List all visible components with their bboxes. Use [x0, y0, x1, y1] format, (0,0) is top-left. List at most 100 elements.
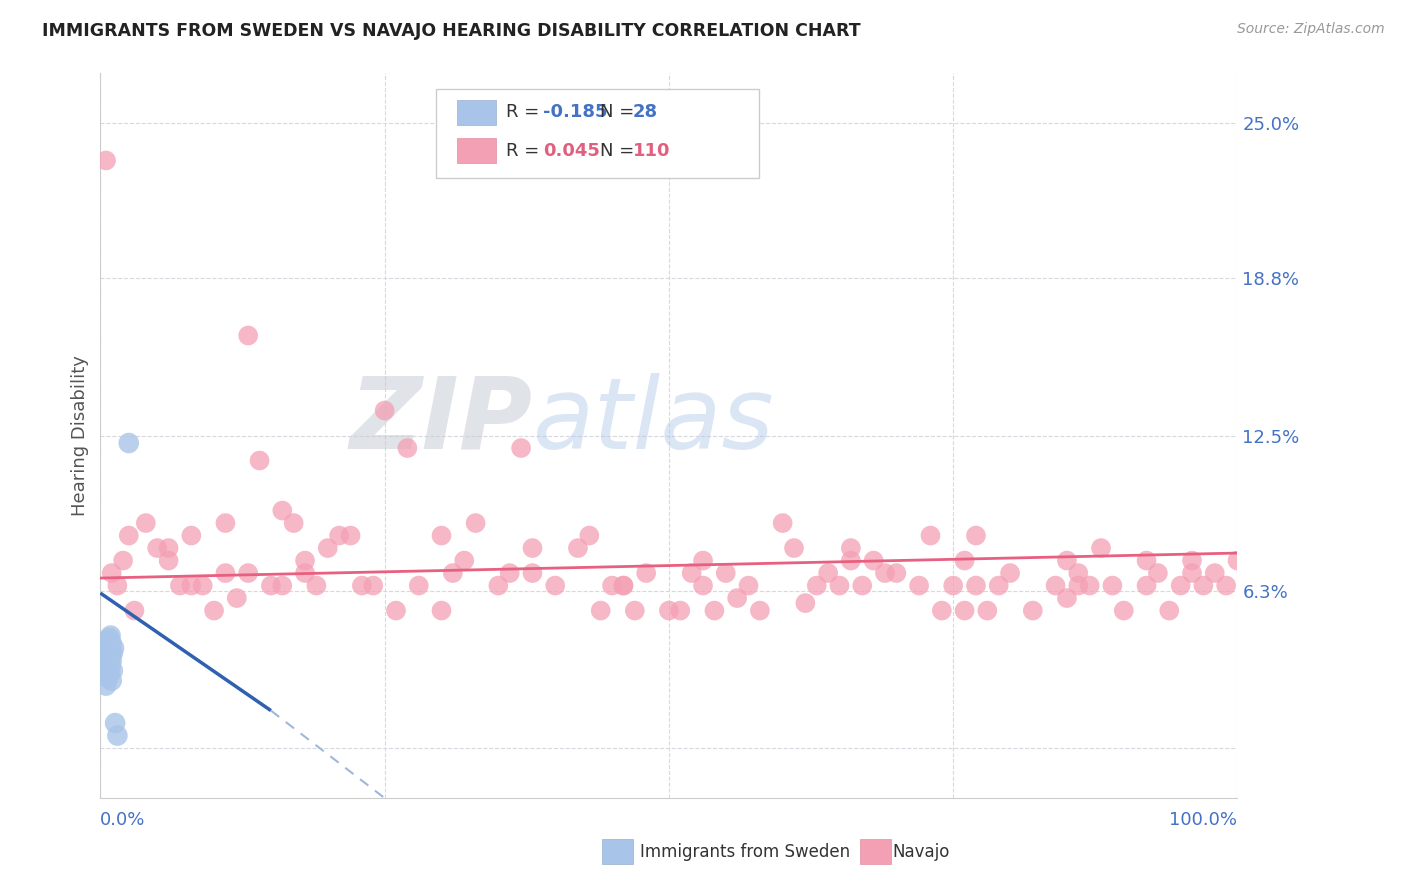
Immigrants from Sweden — [97, 661, 120, 675]
Navajo — [283, 516, 305, 530]
Text: IMMIGRANTS FROM SWEDEN VS NAVAJO HEARING DISABILITY CORRELATION CHART: IMMIGRANTS FROM SWEDEN VS NAVAJO HEARING… — [42, 22, 860, 40]
Immigrants from Sweden — [96, 633, 118, 648]
Navajo — [294, 553, 316, 567]
Navajo — [396, 441, 419, 455]
Immigrants from Sweden — [93, 636, 115, 650]
Navajo — [249, 453, 271, 467]
Navajo — [873, 566, 896, 580]
Navajo — [772, 516, 794, 530]
Navajo — [1022, 603, 1045, 617]
Text: 110: 110 — [633, 142, 671, 160]
Navajo — [1204, 566, 1226, 580]
Navajo — [1056, 553, 1078, 567]
Navajo — [612, 578, 634, 592]
Navajo — [965, 528, 987, 542]
Navajo — [1090, 541, 1112, 555]
Navajo — [1147, 566, 1170, 580]
Navajo — [544, 578, 567, 592]
Text: N =: N = — [600, 142, 640, 160]
Immigrants from Sweden — [100, 654, 122, 668]
Immigrants from Sweden — [107, 729, 129, 743]
Navajo — [271, 503, 294, 517]
Navajo — [238, 566, 260, 580]
Navajo — [953, 553, 976, 567]
Y-axis label: Hearing Disability: Hearing Disability — [72, 355, 89, 516]
Immigrants from Sweden — [100, 629, 122, 643]
Navajo — [567, 541, 589, 555]
Navajo — [1135, 553, 1157, 567]
Navajo — [1078, 578, 1101, 592]
Immigrants from Sweden — [93, 654, 115, 668]
Navajo — [94, 153, 117, 168]
Navajo — [953, 603, 976, 617]
Navajo — [1112, 603, 1135, 617]
Text: R =: R = — [506, 142, 546, 160]
Immigrants from Sweden — [98, 666, 121, 681]
Navajo — [1056, 591, 1078, 605]
Navajo — [499, 566, 522, 580]
Immigrants from Sweden — [96, 651, 118, 665]
Immigrants from Sweden — [100, 646, 122, 660]
Navajo — [180, 578, 202, 592]
Navajo — [441, 566, 464, 580]
Navajo — [839, 541, 862, 555]
Navajo — [328, 528, 350, 542]
Navajo — [636, 566, 658, 580]
Navajo — [361, 578, 384, 592]
Navajo — [522, 566, 544, 580]
Navajo — [998, 566, 1021, 580]
Navajo — [260, 578, 283, 592]
Navajo — [350, 578, 373, 592]
Immigrants from Sweden — [98, 631, 121, 645]
Navajo — [1067, 566, 1090, 580]
Immigrants from Sweden — [100, 658, 122, 673]
Navajo — [1192, 578, 1215, 592]
Navajo — [748, 603, 770, 617]
Navajo — [135, 516, 157, 530]
Navajo — [600, 578, 623, 592]
Navajo — [1170, 578, 1192, 592]
Navajo — [920, 528, 942, 542]
Navajo — [1215, 578, 1237, 592]
Navajo — [1135, 578, 1157, 592]
Text: atlas: atlas — [533, 373, 775, 469]
Text: ZIP: ZIP — [350, 373, 533, 469]
Text: -0.185: -0.185 — [543, 103, 607, 121]
Navajo — [294, 566, 316, 580]
Navajo — [339, 528, 361, 542]
Navajo — [124, 603, 146, 617]
Navajo — [725, 591, 748, 605]
Navajo — [1181, 553, 1204, 567]
Text: R =: R = — [506, 103, 546, 121]
Navajo — [430, 603, 453, 617]
Text: Navajo: Navajo — [893, 843, 950, 861]
Navajo — [1226, 553, 1249, 567]
Text: N =: N = — [600, 103, 640, 121]
Navajo — [669, 603, 692, 617]
Immigrants from Sweden — [94, 646, 117, 660]
Immigrants from Sweden — [97, 671, 120, 685]
Navajo — [612, 578, 634, 592]
Navajo — [692, 578, 714, 592]
Immigrants from Sweden — [94, 643, 117, 657]
Navajo — [271, 578, 294, 592]
Navajo — [1101, 578, 1123, 592]
Navajo — [385, 603, 408, 617]
Immigrants from Sweden — [100, 673, 122, 688]
Navajo — [965, 578, 987, 592]
Navajo — [806, 578, 828, 592]
Immigrants from Sweden — [94, 666, 117, 681]
Text: 0.045: 0.045 — [543, 142, 599, 160]
Navajo — [828, 578, 851, 592]
Navajo — [100, 566, 122, 580]
Navajo — [225, 591, 247, 605]
Immigrants from Sweden — [101, 646, 124, 660]
Navajo — [589, 603, 612, 617]
Navajo — [976, 603, 998, 617]
Immigrants from Sweden — [94, 679, 117, 693]
Navajo — [118, 528, 141, 542]
Navajo — [737, 578, 759, 592]
Navajo — [238, 328, 260, 343]
Navajo — [191, 578, 214, 592]
Navajo — [180, 528, 202, 542]
